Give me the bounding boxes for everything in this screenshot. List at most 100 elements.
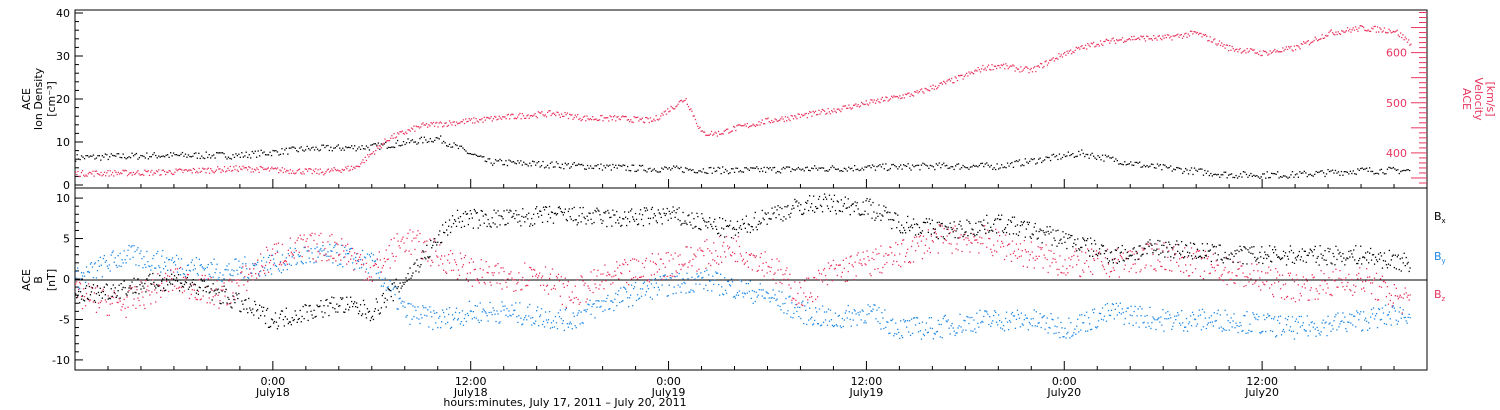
- velocity-point: [752, 123, 754, 125]
- velocity-point: [825, 113, 827, 115]
- by-point: [474, 305, 476, 307]
- bz-point: [623, 264, 625, 266]
- bz-point: [1373, 277, 1376, 279]
- velocity-point: [220, 171, 222, 173]
- density-point: [1279, 176, 1282, 178]
- velocity-point: [1068, 50, 1070, 52]
- velocity-point: [114, 170, 116, 172]
- density-point: [1397, 169, 1399, 171]
- density-point: [1409, 169, 1411, 172]
- velocity-point: [223, 166, 226, 168]
- bz-point: [105, 301, 107, 303]
- bz-point: [1291, 278, 1294, 280]
- by-point: [317, 256, 319, 258]
- by-point: [1161, 324, 1163, 326]
- bz-point: [591, 279, 593, 281]
- velocity-point: [197, 172, 199, 174]
- density-point: [490, 162, 492, 164]
- velocity-point: [382, 143, 384, 145]
- velocity-point: [625, 115, 627, 118]
- bz-point: [1208, 272, 1210, 275]
- density-point: [724, 168, 727, 171]
- density-point: [604, 167, 607, 169]
- bz-point: [406, 237, 408, 239]
- velocity-point: [1163, 37, 1165, 39]
- bz-point: [1233, 282, 1235, 284]
- velocity-point: [499, 117, 501, 119]
- bz-point: [955, 248, 957, 250]
- by-point: [773, 297, 775, 299]
- bz-point: [1366, 268, 1368, 270]
- density-point: [742, 171, 745, 173]
- by-point: [888, 332, 890, 335]
- bz-point: [557, 273, 560, 275]
- by-point: [1250, 330, 1252, 333]
- bz-point: [135, 307, 137, 309]
- bx-point: [80, 298, 83, 300]
- velocity-point: [422, 122, 424, 124]
- velocity-point: [1349, 28, 1351, 30]
- by-point: [880, 328, 882, 330]
- velocity-point: [1405, 38, 1407, 40]
- bz-point: [659, 258, 661, 260]
- velocity-point: [949, 80, 952, 82]
- bz-point: [852, 266, 854, 268]
- velocity-point: [689, 109, 691, 111]
- bz-point: [690, 246, 692, 249]
- bz-point: [380, 271, 382, 273]
- bz-point: [1380, 286, 1383, 288]
- density-point: [1336, 172, 1338, 174]
- density-point: [1115, 158, 1117, 160]
- bz-point: [896, 260, 898, 263]
- density-point: [632, 164, 635, 166]
- bz-point: [1242, 272, 1244, 274]
- bz-point: [1290, 298, 1293, 300]
- velocity-point: [202, 167, 204, 169]
- density-point: [757, 168, 759, 170]
- bz-point: [1002, 245, 1005, 248]
- by-point: [1403, 316, 1405, 319]
- bz-point: [101, 290, 103, 292]
- density-point: [233, 156, 236, 158]
- density-point: [1021, 164, 1023, 166]
- velocity-point: [1348, 30, 1350, 32]
- density-point: [701, 171, 703, 173]
- velocity-point: [1038, 66, 1040, 68]
- density-point: [772, 167, 774, 169]
- by-point: [572, 312, 574, 314]
- bz-point: [784, 273, 786, 275]
- by-point: [826, 324, 829, 326]
- by-point: [1196, 323, 1199, 325]
- velocity-point: [240, 168, 242, 170]
- bz-point: [123, 298, 125, 301]
- by-point: [1359, 313, 1361, 315]
- density-point: [1395, 169, 1397, 171]
- bz-point: [155, 301, 157, 303]
- density-point: [336, 145, 338, 147]
- velocity-point: [960, 74, 962, 76]
- by-point: [810, 318, 812, 320]
- bz-point: [407, 232, 409, 234]
- top-right-tick-label: 600: [1386, 47, 1407, 60]
- velocity-point: [952, 82, 954, 84]
- bz-point: [1100, 261, 1103, 263]
- by-point: [547, 319, 550, 321]
- density-point: [873, 165, 875, 167]
- by-point: [1195, 325, 1198, 327]
- by-point: [1180, 324, 1182, 326]
- velocity-point: [367, 154, 369, 156]
- by-point: [908, 331, 910, 333]
- bz-point: [413, 237, 415, 239]
- velocity-point: [1181, 37, 1184, 39]
- velocity-point: [867, 104, 870, 106]
- velocity-point: [1274, 48, 1276, 51]
- by-point: [913, 317, 916, 319]
- velocity-point: [1012, 64, 1014, 66]
- by-point: [779, 305, 781, 308]
- bz-point: [756, 270, 758, 272]
- density-point: [974, 165, 976, 167]
- density-point: [172, 152, 175, 154]
- velocity-point: [514, 117, 516, 119]
- by-point: [744, 293, 746, 295]
- density-point: [1284, 175, 1286, 177]
